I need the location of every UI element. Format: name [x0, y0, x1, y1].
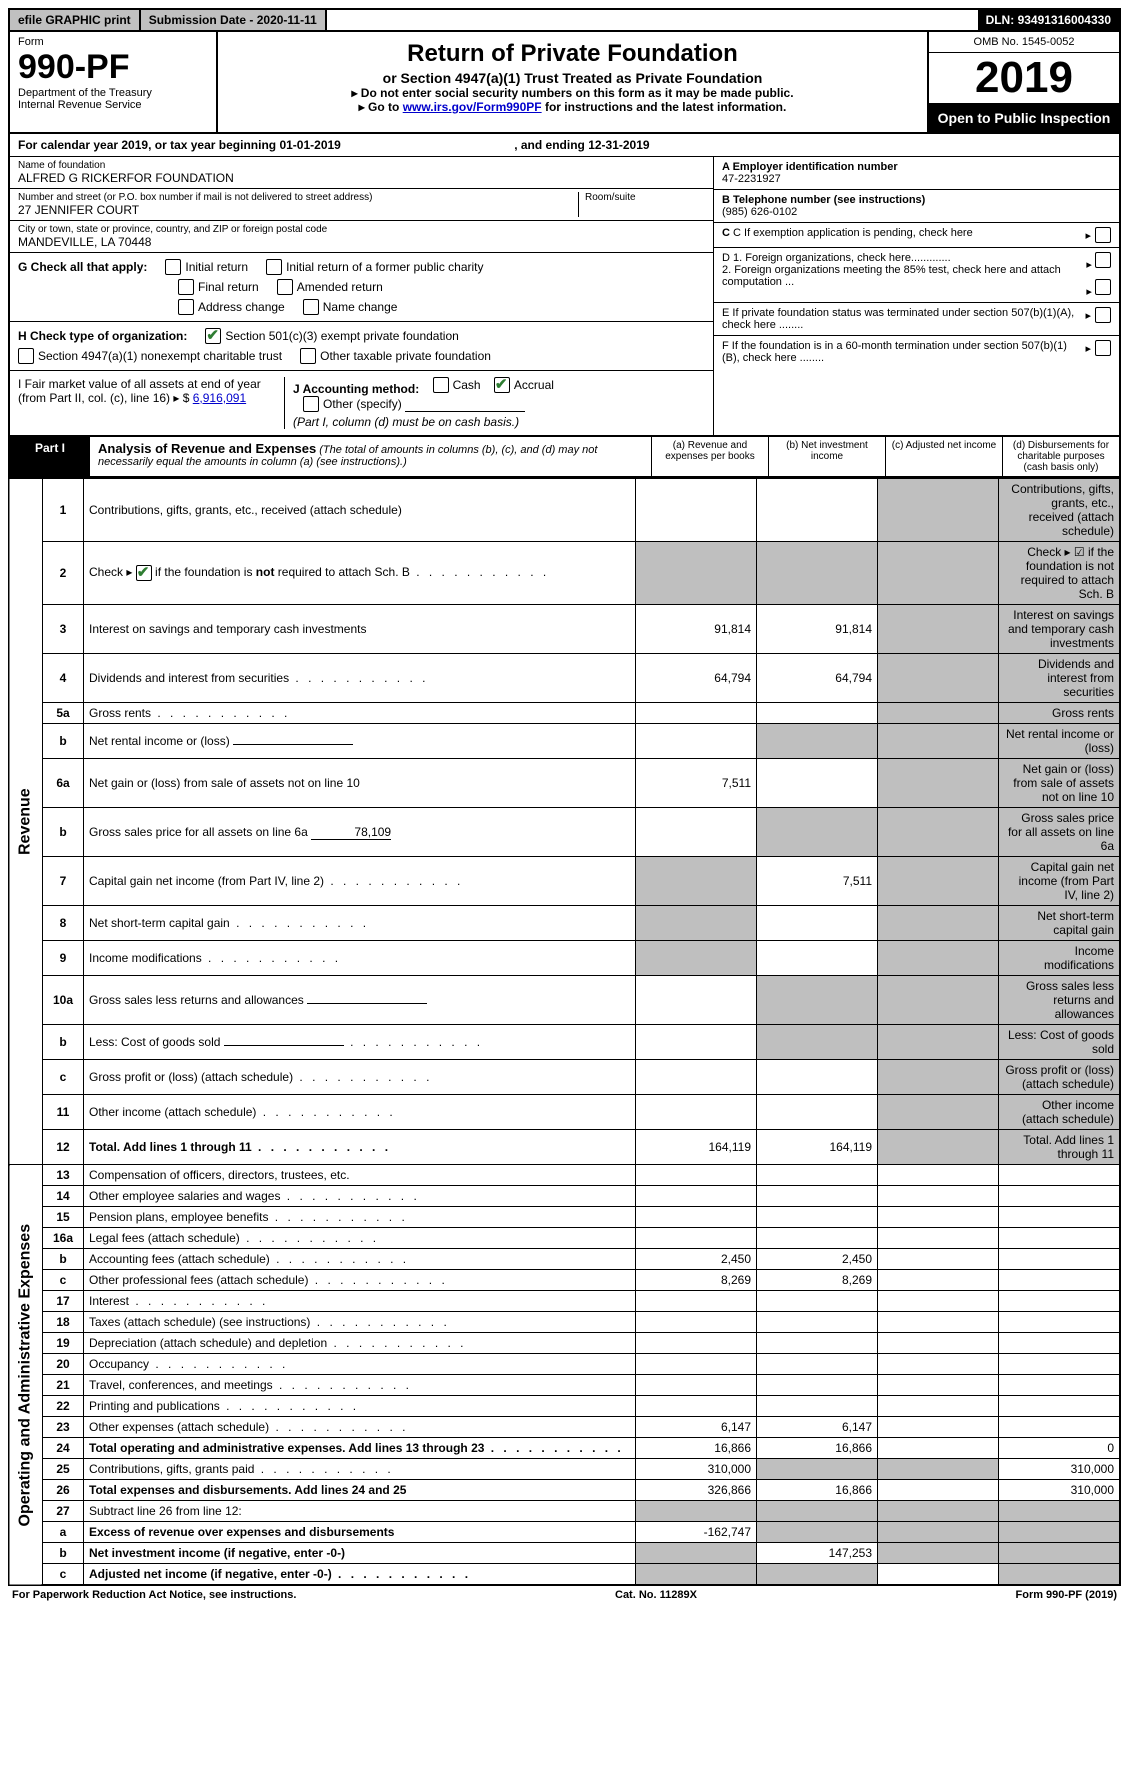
- table-row: 18Taxes (attach schedule) (see instructi…: [9, 1312, 1120, 1333]
- table-row: aExcess of revenue over expenses and dis…: [9, 1522, 1120, 1543]
- city-row: City or town, state or province, country…: [10, 221, 713, 252]
- omb-number: OMB No. 1545-0052: [929, 32, 1119, 53]
- calendar-year-row: For calendar year 2019, or tax year begi…: [8, 134, 1121, 157]
- form-header: Form 990-PF Department of the Treasury I…: [8, 32, 1121, 134]
- other-method-checkbox[interactable]: Other (specify): [303, 396, 402, 412]
- table-row: 24Total operating and administrative exp…: [9, 1438, 1120, 1459]
- col-a-header: (a) Revenue and expenses per books: [651, 437, 768, 476]
- status-terminated-row: E If private foundation status was termi…: [714, 303, 1119, 336]
- foundation-name-row: Name of foundation ALFRED G RICKERFOR FO…: [10, 157, 713, 189]
- dln: DLN: 93491316004330: [978, 10, 1119, 30]
- cat-number: Cat. No. 11289X: [615, 1589, 697, 1601]
- address-change-checkbox[interactable]: Address change: [178, 299, 285, 315]
- 501c3-checkbox[interactable]: Section 501(c)(3) exempt private foundat…: [205, 328, 458, 344]
- table-row: 14Other employee salaries and wages: [9, 1186, 1120, 1207]
- table-row: bNet investment income (if negative, ent…: [9, 1543, 1120, 1564]
- form-number: 990-PF: [18, 48, 208, 87]
- table-row: 6aNet gain or (loss) from sale of assets…: [9, 759, 1120, 808]
- footer: For Paperwork Reduction Act Notice, see …: [8, 1586, 1121, 1604]
- initial-return-checkbox[interactable]: Initial return: [165, 259, 248, 275]
- expenses-side-label: Operating and Administrative Expenses: [9, 1165, 43, 1586]
- other-taxable-checkbox[interactable]: Other taxable private foundation: [300, 348, 491, 364]
- table-row: 23Other expenses (attach schedule)6,1476…: [9, 1417, 1120, 1438]
- phone-row: B Telephone number (see instructions) (9…: [714, 190, 1119, 223]
- table-row: 27Subtract line 26 from line 12:: [9, 1501, 1120, 1522]
- header-left: Form 990-PF Department of the Treasury I…: [10, 32, 218, 132]
- col-d-header: (d) Disbursements for charitable purpose…: [1002, 437, 1119, 476]
- fmv-link[interactable]: 6,916,091: [193, 391, 246, 405]
- table-row: cGross profit or (loss) (attach schedule…: [9, 1060, 1120, 1095]
- ein-row: A Employer identification number 47-2231…: [714, 157, 1119, 190]
- efile-label: efile GRAPHIC print: [10, 10, 141, 30]
- table-row: 3Interest on savings and temporary cash …: [9, 605, 1120, 654]
- table-row: 4Dividends and interest from securities6…: [9, 654, 1120, 703]
- part1-table: Revenue1Contributions, gifts, grants, et…: [8, 478, 1121, 1586]
- accrual-checkbox[interactable]: Accrual: [494, 377, 554, 393]
- initial-former-checkbox[interactable]: Initial return of a former public charit…: [266, 259, 483, 275]
- exemption-pending-row: C C If exemption application is pending,…: [714, 223, 1119, 248]
- address-row: Number and street (or P.O. box number if…: [10, 189, 713, 221]
- col-c-header: (c) Adjusted net income: [885, 437, 1002, 476]
- final-return-checkbox[interactable]: Final return: [178, 279, 259, 295]
- section-ij: I Fair market value of all assets at end…: [10, 371, 713, 435]
- table-row: 7Capital gain net income (from Part IV, …: [9, 857, 1120, 906]
- paperwork-notice: For Paperwork Reduction Act Notice, see …: [12, 1589, 296, 1601]
- table-row: bGross sales price for all assets on lin…: [9, 808, 1120, 857]
- d1-checkbox[interactable]: [1095, 252, 1111, 268]
- 4947a1-checkbox[interactable]: Section 4947(a)(1) nonexempt charitable …: [18, 348, 282, 364]
- form-title: Return of Private Foundation: [230, 40, 915, 68]
- submission-date: Submission Date - 2020-11-11: [141, 10, 327, 30]
- table-row: Operating and Administrative Expenses13C…: [9, 1165, 1120, 1186]
- e-checkbox[interactable]: [1095, 307, 1111, 323]
- foreign-org-row: D 1. Foreign organizations, check here..…: [714, 248, 1119, 303]
- table-row: Revenue1Contributions, gifts, grants, et…: [9, 479, 1120, 542]
- 60month-row: F If the foundation is in a 60-month ter…: [714, 336, 1119, 368]
- name-change-checkbox[interactable]: Name change: [303, 299, 398, 315]
- f-checkbox[interactable]: [1095, 340, 1111, 356]
- table-row: 25Contributions, gifts, grants paid310,0…: [9, 1459, 1120, 1480]
- form-ref: Form 990-PF (2019): [1016, 1589, 1117, 1601]
- table-row: 8Net short-term capital gainNet short-te…: [9, 906, 1120, 941]
- table-row: 19Depreciation (attach schedule) and dep…: [9, 1333, 1120, 1354]
- table-row: 9Income modificationsIncome modification…: [9, 941, 1120, 976]
- table-row: 17Interest: [9, 1291, 1120, 1312]
- table-row: cAdjusted net income (if negative, enter…: [9, 1564, 1120, 1586]
- part1-label: Part I: [10, 437, 90, 476]
- table-row: 21Travel, conferences, and meetings: [9, 1375, 1120, 1396]
- table-row: 15Pension plans, employee benefits: [9, 1207, 1120, 1228]
- open-to-public: Open to Public Inspection: [929, 104, 1119, 132]
- section-g: G Check all that apply: Initial return I…: [10, 252, 713, 322]
- table-row: 2Check ▸ if the foundation is not requir…: [9, 542, 1120, 605]
- section-h: H Check type of organization: Section 50…: [10, 322, 713, 371]
- table-row: bAccounting fees (attach schedule)2,4502…: [9, 1249, 1120, 1270]
- c-checkbox[interactable]: [1095, 227, 1111, 243]
- revenue-side-label: Revenue: [9, 479, 43, 1165]
- table-row: 12Total. Add lines 1 through 11164,11916…: [9, 1130, 1120, 1165]
- d2-checkbox[interactable]: [1095, 279, 1111, 295]
- entity-info-block: Name of foundation ALFRED G RICKERFOR FO…: [8, 157, 1121, 437]
- part1-header: Part I Analysis of Revenue and Expenses …: [8, 437, 1121, 478]
- table-row: 20Occupancy: [9, 1354, 1120, 1375]
- col-b-header: (b) Net investment income: [768, 437, 885, 476]
- table-row: 5aGross rentsGross rents: [9, 703, 1120, 724]
- cash-checkbox[interactable]: Cash: [433, 377, 481, 393]
- table-row: 22Printing and publications: [9, 1396, 1120, 1417]
- table-row: 10aGross sales less returns and allowanc…: [9, 976, 1120, 1025]
- table-row: bNet rental income or (loss) Net rental …: [9, 724, 1120, 759]
- table-row: 26Total expenses and disbursements. Add …: [9, 1480, 1120, 1501]
- table-row: bLess: Cost of goods sold Less: Cost of …: [9, 1025, 1120, 1060]
- header-center: Return of Private Foundation or Section …: [218, 32, 927, 132]
- table-row: 16aLegal fees (attach schedule): [9, 1228, 1120, 1249]
- form990pf-link[interactable]: www.irs.gov/Form990PF: [403, 100, 542, 114]
- table-row: 11Other income (attach schedule)Other in…: [9, 1095, 1120, 1130]
- table-row: cOther professional fees (attach schedul…: [9, 1270, 1120, 1291]
- header-right: OMB No. 1545-0052 2019 Open to Public In…: [927, 32, 1119, 132]
- amended-return-checkbox[interactable]: Amended return: [277, 279, 383, 295]
- top-bar: efile GRAPHIC print Submission Date - 20…: [8, 8, 1121, 32]
- tax-year: 2019: [929, 53, 1119, 104]
